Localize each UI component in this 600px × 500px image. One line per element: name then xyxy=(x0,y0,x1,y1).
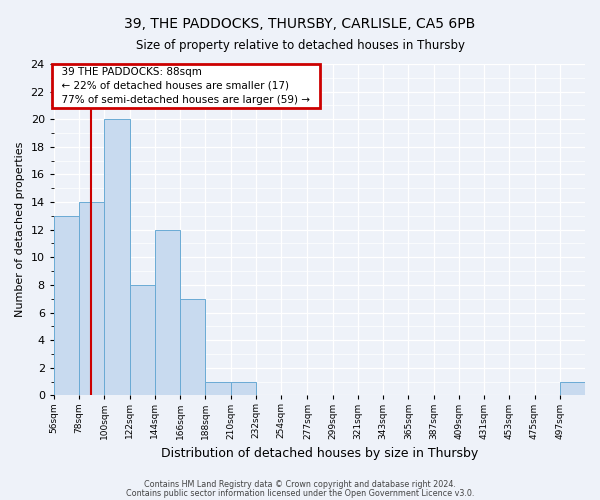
Bar xyxy=(560,382,585,396)
X-axis label: Distribution of detached houses by size in Thursby: Distribution of detached houses by size … xyxy=(161,447,478,460)
Bar xyxy=(205,382,230,396)
Bar xyxy=(230,382,256,396)
Bar xyxy=(79,202,104,396)
Text: 39, THE PADDOCKS, THURSBY, CARLISLE, CA5 6PB: 39, THE PADDOCKS, THURSBY, CARLISLE, CA5… xyxy=(124,18,476,32)
Bar xyxy=(155,230,180,396)
Bar xyxy=(54,216,79,396)
Text: Size of property relative to detached houses in Thursby: Size of property relative to detached ho… xyxy=(136,39,464,52)
Text: 39 THE PADDOCKS: 88sqm  
  ← 22% of detached houses are smaller (17)  
  77% of : 39 THE PADDOCKS: 88sqm ← 22% of detached… xyxy=(55,67,316,105)
Text: Contains HM Land Registry data © Crown copyright and database right 2024.: Contains HM Land Registry data © Crown c… xyxy=(144,480,456,489)
Bar xyxy=(180,298,205,396)
Text: Contains public sector information licensed under the Open Government Licence v3: Contains public sector information licen… xyxy=(126,488,474,498)
Bar xyxy=(104,119,130,396)
Y-axis label: Number of detached properties: Number of detached properties xyxy=(15,142,25,318)
Bar xyxy=(130,285,155,396)
